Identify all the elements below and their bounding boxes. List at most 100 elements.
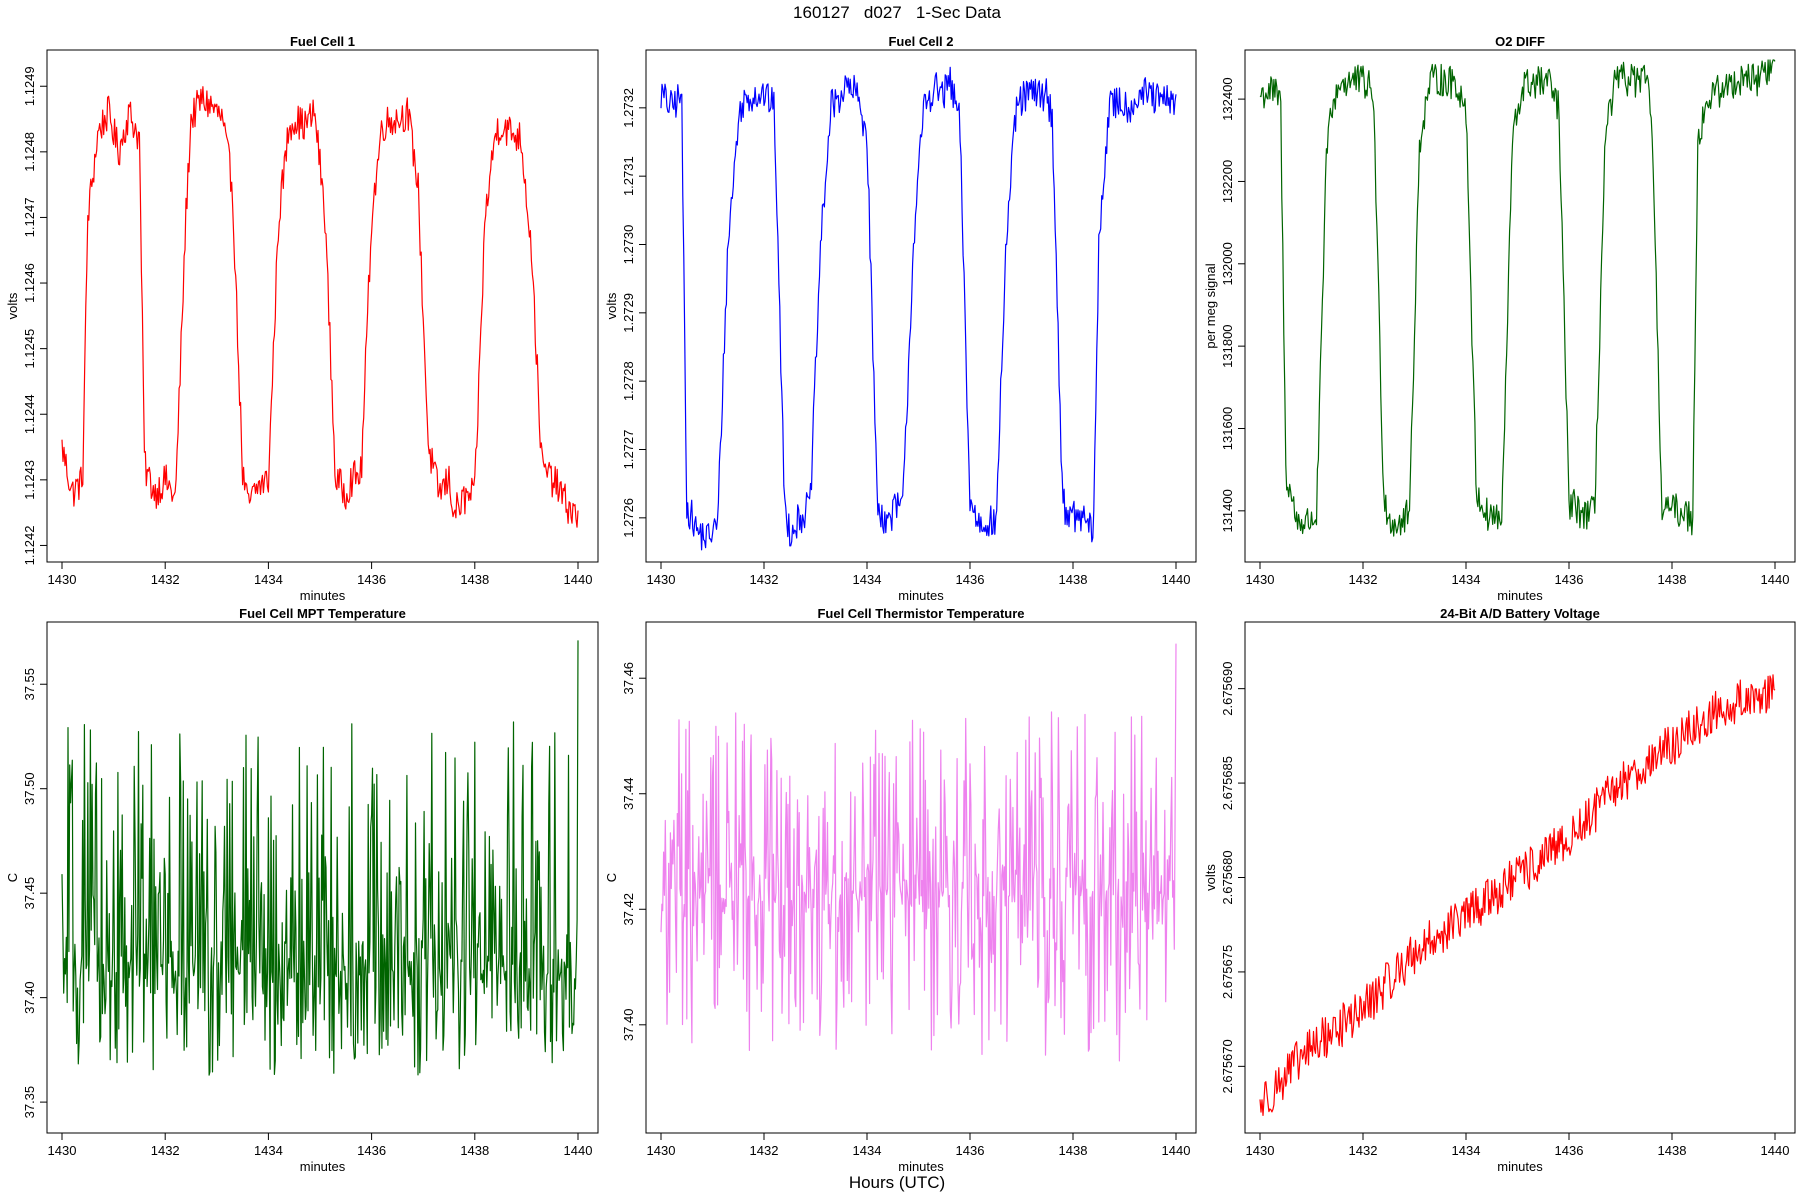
y-axis-label: C bbox=[5, 873, 20, 882]
y-tick-label: 2.675690 bbox=[1220, 662, 1235, 716]
y-tick-label: 37.45 bbox=[22, 877, 37, 910]
y-tick-label: 37.44 bbox=[621, 777, 636, 810]
y-tick-label: 37.55 bbox=[22, 668, 37, 701]
x-tick-label: 1434 bbox=[1452, 1143, 1481, 1158]
y-tick-label: 131400 bbox=[1220, 489, 1235, 532]
plot-frame bbox=[46, 621, 599, 1134]
y-tick-label: 1.2730 bbox=[621, 225, 636, 265]
plot-frame bbox=[645, 621, 1197, 1134]
x-tick-label: 1438 bbox=[460, 1143, 489, 1158]
x-tick-label: 1432 bbox=[750, 572, 779, 587]
chart-title: Fuel Cell MPT Temperature bbox=[239, 606, 406, 621]
y-tick-label: 37.46 bbox=[621, 662, 636, 695]
x-tick-label: 1438 bbox=[1059, 572, 1088, 587]
y-axis-label: volts bbox=[1203, 864, 1218, 891]
y-tick-label: 37.42 bbox=[621, 893, 636, 926]
x-tick-label: 1440 bbox=[564, 1143, 593, 1158]
y-tick-label: 1.1242 bbox=[22, 526, 37, 566]
y-tick-label: 2.675685 bbox=[1220, 756, 1235, 810]
x-tick-label: 1430 bbox=[48, 572, 77, 587]
chart-title: 24-Bit A/D Battery Voltage bbox=[1440, 606, 1600, 621]
x-tick-label: 1430 bbox=[647, 1143, 676, 1158]
y-axis-label: per meg signal bbox=[1203, 263, 1218, 348]
series-line bbox=[61, 640, 579, 1076]
y-tick-label: 1.2732 bbox=[621, 88, 636, 128]
x-tick-label: 1432 bbox=[750, 1143, 779, 1158]
x-tick-label: 1434 bbox=[853, 572, 882, 587]
plot-frame bbox=[46, 49, 599, 563]
chart-title: Fuel Cell 2 bbox=[888, 34, 953, 49]
y-tick-label: 132000 bbox=[1220, 242, 1235, 285]
x-tick-label: 1434 bbox=[1452, 572, 1481, 587]
y-tick-label: 132200 bbox=[1220, 160, 1235, 203]
x-tick-label: 1434 bbox=[254, 572, 283, 587]
series-line bbox=[61, 86, 579, 528]
y-tick-label: 1.1245 bbox=[22, 329, 37, 369]
series-line bbox=[1259, 674, 1776, 1116]
y-tick-label: 1.2727 bbox=[621, 430, 636, 470]
x-tick-label: 1436 bbox=[1555, 1143, 1584, 1158]
y-tick-label: 1.2728 bbox=[621, 361, 636, 401]
x-tick-label: 1440 bbox=[1761, 572, 1790, 587]
y-tick-label: 2.675680 bbox=[1220, 850, 1235, 904]
series-line bbox=[660, 66, 1177, 551]
x-tick-label: 1436 bbox=[357, 1143, 386, 1158]
x-axis-label: minutes bbox=[300, 1159, 346, 1174]
x-tick-label: 1432 bbox=[1349, 572, 1378, 587]
y-tick-label: 1.2726 bbox=[621, 498, 636, 538]
y-tick-label: 131600 bbox=[1220, 407, 1235, 450]
y-tick-label: 1.1247 bbox=[22, 198, 37, 238]
x-tick-label: 1436 bbox=[956, 1143, 985, 1158]
x-tick-label: 1436 bbox=[956, 572, 985, 587]
chart-title: O2 DIFF bbox=[1495, 34, 1545, 49]
y-tick-label: 1.1246 bbox=[22, 263, 37, 303]
x-tick-label: 1430 bbox=[48, 1143, 77, 1158]
y-tick-label: 2.675675 bbox=[1220, 945, 1235, 999]
y-tick-label: 37.40 bbox=[621, 1009, 636, 1042]
y-tick-label: 37.50 bbox=[22, 772, 37, 805]
x-tick-label: 1440 bbox=[1162, 1143, 1191, 1158]
x-tick-label: 1440 bbox=[564, 572, 593, 587]
x-tick-label: 1430 bbox=[1246, 572, 1275, 587]
x-tick-label: 1438 bbox=[1658, 1143, 1687, 1158]
y-axis-label: C bbox=[604, 873, 619, 882]
chart-title: Fuel Cell 1 bbox=[290, 34, 355, 49]
series-line bbox=[660, 643, 1177, 1062]
y-tick-label: 1.2731 bbox=[621, 156, 636, 196]
x-tick-label: 1432 bbox=[151, 572, 180, 587]
figure-xlabel: Hours (UTC) bbox=[849, 1173, 945, 1192]
y-tick-label: 37.40 bbox=[22, 981, 37, 1014]
x-tick-label: 1430 bbox=[647, 572, 676, 587]
y-axis-label: volts bbox=[5, 292, 20, 319]
y-tick-label: 1.1243 bbox=[22, 460, 37, 500]
x-tick-label: 1432 bbox=[1349, 1143, 1378, 1158]
x-tick-label: 1430 bbox=[1246, 1143, 1275, 1158]
x-tick-label: 1434 bbox=[254, 1143, 283, 1158]
y-tick-label: 132400 bbox=[1220, 77, 1235, 120]
x-axis-label: minutes bbox=[898, 588, 944, 603]
figure-title: 160127 d027 1-Sec Data bbox=[793, 3, 1001, 22]
x-tick-label: 1432 bbox=[151, 1143, 180, 1158]
y-tick-label: 1.2729 bbox=[621, 293, 636, 333]
y-axis-label: volts bbox=[604, 292, 619, 319]
y-tick-label: 131800 bbox=[1220, 324, 1235, 367]
x-axis-label: minutes bbox=[300, 588, 346, 603]
chart-title: Fuel Cell Thermistor Temperature bbox=[817, 606, 1024, 621]
x-tick-label: 1434 bbox=[853, 1143, 882, 1158]
y-tick-label: 1.1249 bbox=[22, 66, 37, 106]
x-tick-label: 1438 bbox=[1658, 572, 1687, 587]
plot-frame bbox=[645, 49, 1197, 563]
y-tick-label: 37.35 bbox=[22, 1086, 37, 1119]
x-tick-label: 1436 bbox=[1555, 572, 1584, 587]
x-tick-label: 1440 bbox=[1162, 572, 1191, 587]
plot-frame bbox=[1244, 49, 1796, 563]
series-line bbox=[1259, 59, 1776, 537]
x-tick-label: 1438 bbox=[460, 572, 489, 587]
x-tick-label: 1436 bbox=[357, 572, 386, 587]
x-axis-label: minutes bbox=[898, 1159, 944, 1174]
x-axis-label: minutes bbox=[1497, 1159, 1543, 1174]
y-tick-label: 1.1248 bbox=[22, 132, 37, 172]
y-tick-label: 1.1244 bbox=[22, 394, 37, 434]
x-tick-label: 1438 bbox=[1059, 1143, 1088, 1158]
